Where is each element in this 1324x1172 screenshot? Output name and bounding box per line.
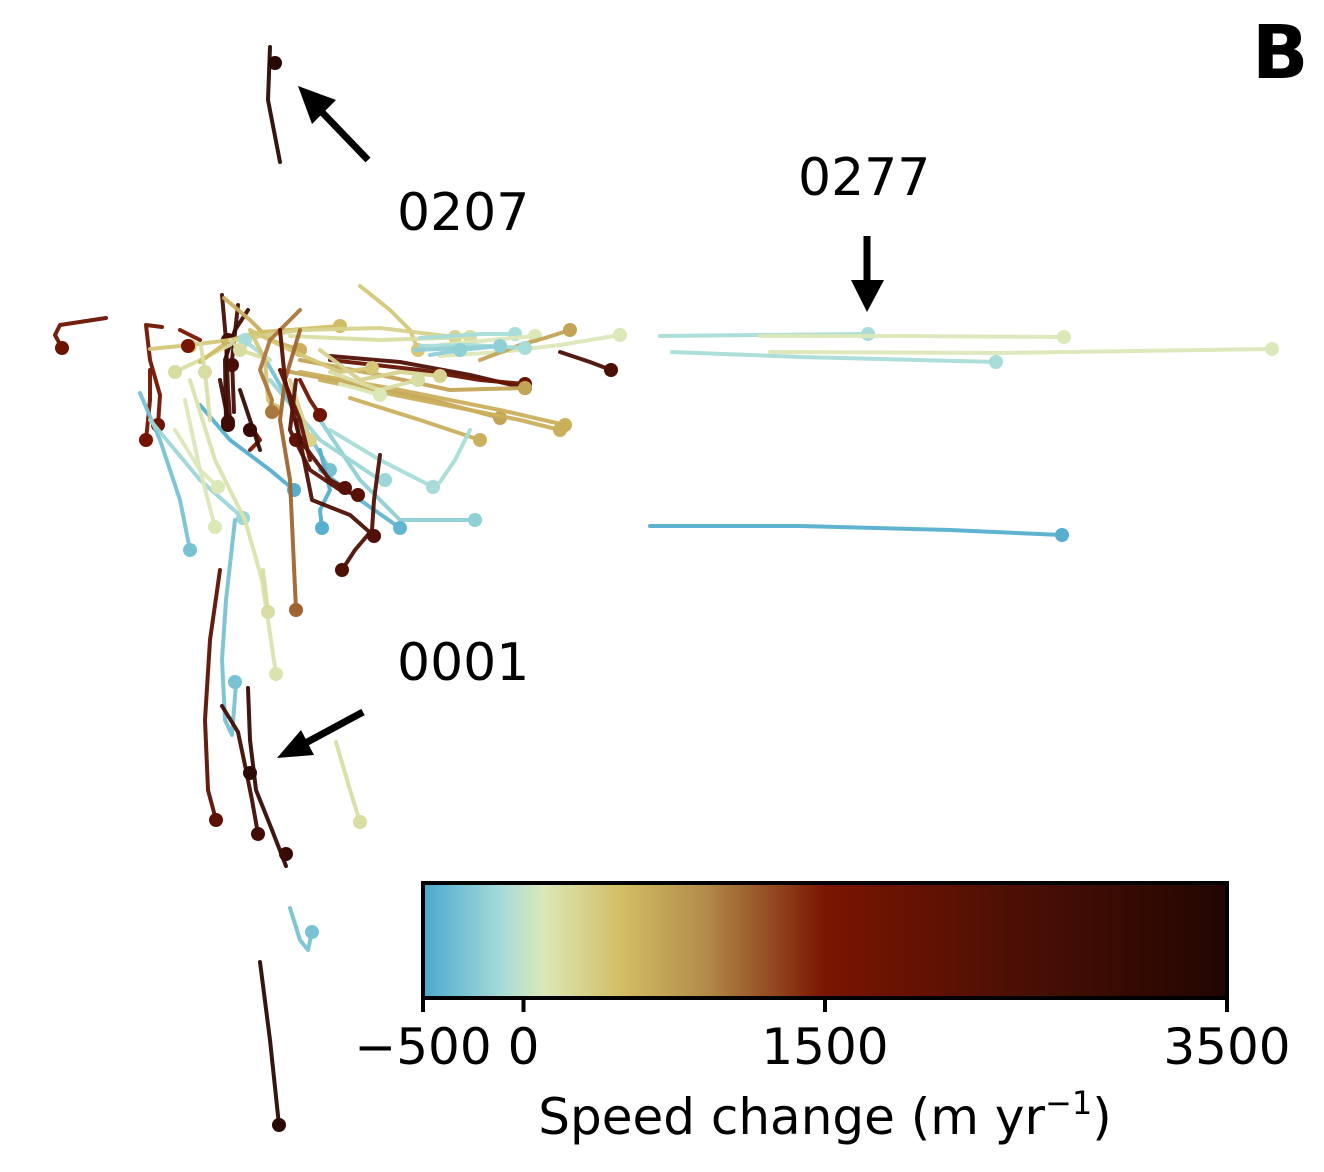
trajectory-line-34 — [438, 428, 472, 484]
trajectory-line-74 — [670, 350, 998, 364]
trajectory-line-42 — [138, 391, 192, 552]
trajectory-endpoint-40 — [315, 521, 329, 535]
trajectory-endpoint-1 — [55, 341, 69, 355]
trajectory-endpoint-28 — [411, 373, 425, 387]
trajectory-line-39 — [198, 403, 296, 492]
trajectory-endpoint-26 — [365, 361, 379, 375]
trajectory-endpoint-65 — [209, 813, 223, 827]
colorbar-gradient — [421, 881, 1229, 1000]
trajectory-endpoint-55 — [351, 488, 365, 502]
trajectory-line-58 — [340, 453, 382, 572]
trajectory-endpoint-30 — [518, 341, 532, 355]
trajectory-line-12 — [233, 326, 457, 342]
colorbar-tick-label-3: 3500 — [1163, 1018, 1290, 1076]
trajectory-endpoint-18 — [604, 363, 618, 377]
trajectory-endpoint-41 — [393, 521, 407, 535]
trajectory-endpoint-29 — [373, 388, 387, 402]
trajectory-line-18 — [558, 350, 613, 372]
arrow-0277 — [851, 236, 884, 312]
trajectory-endpoint-25 — [473, 433, 487, 447]
colorbar-tick-label-1: 0 — [508, 1018, 540, 1076]
trajectory-line-56 — [278, 368, 312, 462]
trajectory-endpoint-17 — [563, 323, 577, 337]
trajectory-line-61 — [178, 328, 202, 342]
arrow-0207 — [298, 86, 371, 163]
colorbar-label: Speed change (m yr−1) — [538, 1084, 1111, 1146]
trajectory-endpoint-74 — [989, 355, 1003, 369]
trajectory-line-65 — [203, 568, 222, 822]
trajectory-endpoint-45 — [208, 520, 222, 534]
trajectory-line-24 — [318, 378, 562, 432]
trajectory-lines — [53, 45, 1279, 1132]
trajectory-endpoint-62 — [243, 423, 257, 437]
trajectory-endpoint-44 — [211, 480, 225, 494]
trajectory-endpoint-0 — [268, 56, 282, 70]
trajectory-endpoint-53 — [265, 405, 279, 419]
trajectory-endpoint-68 — [243, 766, 257, 780]
trajectory-line-57 — [294, 418, 376, 538]
panel-label: B — [1252, 10, 1308, 96]
trajectory-endpoint-3 — [139, 433, 153, 447]
trajectory-endpoint-66 — [251, 827, 265, 841]
trajectory-endpoint-63 — [221, 418, 235, 432]
trajectory-line-71 — [258, 960, 281, 1127]
trajectory-endpoint-47 — [261, 605, 275, 619]
trajectory-line-62 — [238, 388, 262, 452]
trajectory-endpoint-35 — [426, 480, 440, 494]
trajectory-line-1 — [53, 316, 108, 350]
trajectory-endpoint-64 — [228, 675, 242, 689]
trajectory-endpoint-71 — [272, 1118, 286, 1132]
trajectory-endpoint-61 — [181, 339, 195, 353]
trajectory-line-75 — [768, 347, 1274, 355]
trajectory-line-2 — [144, 323, 164, 427]
trajectory-line-14 — [418, 332, 517, 340]
annotation-0277: 0277 — [798, 148, 930, 208]
colorbar-ticks: −500 0 1500 3500 — [354, 998, 1291, 1076]
trajectory-endpoint-49 — [233, 343, 247, 357]
colorbar: −500 0 1500 3500 Speed change (m yr−1) — [354, 881, 1291, 1146]
annotation-0207: 0207 — [397, 183, 529, 243]
trajectory-line-69 — [334, 740, 362, 824]
colorbar-tick-label-2: 1500 — [761, 1018, 888, 1076]
trajectory-endpoint-70 — [305, 925, 319, 939]
trajectory-endpoint-27 — [433, 369, 447, 383]
trajectory-endpoint-76 — [1055, 528, 1069, 542]
trajectory-line-54 — [278, 328, 347, 490]
annotation-0001: 0001 — [397, 633, 529, 693]
trajectory-line-25 — [348, 396, 482, 442]
trajectory-line-55 — [288, 378, 360, 497]
trajectory-line-43 — [148, 418, 245, 520]
trajectory-line-64 — [220, 518, 238, 737]
trajectory-endpoint-69 — [353, 815, 367, 829]
trajectory-endpoint-5 — [225, 358, 239, 372]
trajectory-endpoint-46 — [269, 667, 283, 681]
trajectory-endpoint-67 — [279, 847, 293, 861]
trajectory-endpoint-16 — [613, 328, 627, 342]
trajectory-endpoint-37 — [378, 473, 392, 487]
trajectory-line-73 — [758, 334, 1066, 339]
trajectory-line-45 — [183, 398, 217, 529]
trajectory-endpoint-10 — [168, 365, 182, 379]
trajectory-line-76 — [648, 524, 1064, 537]
trajectory-endpoint-24 — [553, 423, 567, 437]
trajectory-line-52 — [278, 328, 302, 612]
trajectory-endpoint-59 — [313, 408, 327, 422]
trajectory-endpoint-48 — [198, 365, 212, 379]
trajectory-line-36 — [318, 418, 477, 522]
trajectory-line-70 — [288, 906, 314, 952]
colorbar-tick-label-0: −500 — [354, 1018, 491, 1076]
trajectory-endpoint-42 — [183, 543, 197, 557]
trajectory-endpoint-36 — [468, 513, 482, 527]
arrow-0001 — [277, 708, 365, 758]
trajectory-line-47 — [261, 568, 270, 614]
trajectory-endpoint-75 — [1265, 342, 1279, 356]
trajectory-line-67 — [246, 686, 288, 868]
trajectory-endpoint-33 — [453, 343, 467, 357]
trajectory-endpoint-52 — [289, 603, 303, 617]
trajectory-endpoint-58 — [335, 563, 349, 577]
trajectory-line-3 — [144, 368, 152, 442]
trajectory-endpoint-21 — [518, 381, 532, 395]
trajectory-endpoint-73 — [1057, 330, 1071, 344]
